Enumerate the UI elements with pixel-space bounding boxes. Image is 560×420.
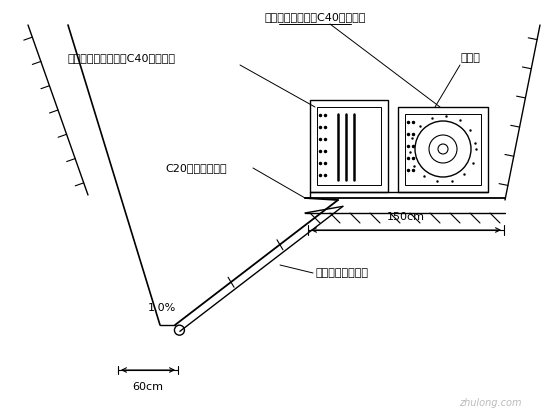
Text: 60cm: 60cm <box>133 382 164 392</box>
Text: 150cm: 150cm <box>387 212 425 222</box>
Bar <box>310 100 388 192</box>
Text: 钢丝位移计测头及C40砼保护墩: 钢丝位移计测头及C40砼保护墩 <box>264 12 366 22</box>
Text: zhulong.com: zhulong.com <box>459 398 521 408</box>
Bar <box>317 107 381 185</box>
Text: C20混凝土预制板: C20混凝土预制板 <box>165 163 227 173</box>
Text: 水管式沉降仪管线: 水管式沉降仪管线 <box>315 268 368 278</box>
Text: 钢筋网: 钢筋网 <box>460 53 480 63</box>
Text: 1.0%: 1.0% <box>148 303 176 313</box>
Bar <box>405 114 481 185</box>
Text: 水管式沉降仪测头及C40砼保护墩: 水管式沉降仪测头及C40砼保护墩 <box>68 53 176 63</box>
Bar <box>398 107 488 192</box>
